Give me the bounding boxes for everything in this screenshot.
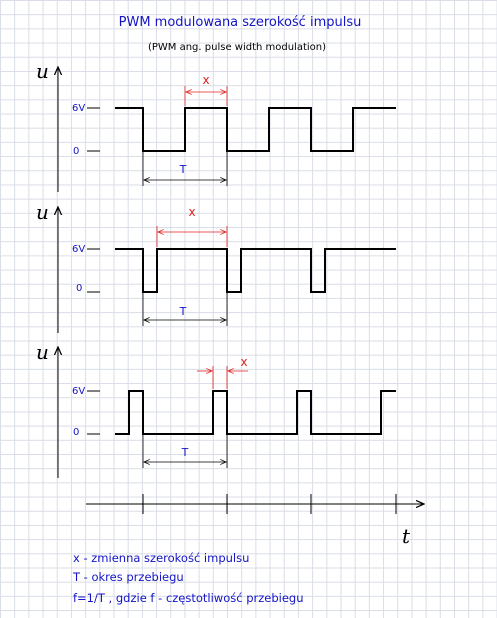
u-axis-label: u [36,200,49,224]
level-low-label: 0 [73,146,79,157]
legend-line-frequency: f=1/T , gdzie f - częstotliwość przebieg… [73,591,304,605]
waveform-panel-2: u 6V 0 T x [36,200,396,333]
period-label: T [179,163,187,176]
width-label: x [240,355,247,369]
u-axis-label: u [36,340,49,364]
legend-line-width: x - zmienna szerokość impulsu [73,551,249,565]
diagram-title: PWM modulowana szerokość impulsu [119,15,362,30]
width-label: x [202,73,209,87]
level-high-label: 6V [72,103,85,114]
waveform-panel-1: u 6V 0 T x [36,59,396,192]
pwm-waveform [115,248,396,293]
level-high-label: 6V [72,244,85,255]
waveform-panel-3: u 6V 0 T x [36,340,396,478]
legend-line-period: T - okres przebiegu [72,570,184,584]
time-axis: t [86,494,424,548]
period-label: T [179,305,187,318]
level-low-label: 0 [76,283,82,294]
u-axis-label: u [36,59,49,83]
pwm-waveform [115,390,396,435]
level-high-label: 6V [72,386,85,397]
t-axis-label: t [402,524,411,548]
period-label: T [181,446,189,459]
level-low-label: 0 [73,427,79,438]
width-label: x [188,205,195,219]
legend: x - zmienna szerokość impulsu T - okres … [72,551,304,605]
pwm-waveform [115,107,396,152]
diagram-subtitle: (PWM ang. pulse width modulation) [148,42,326,53]
